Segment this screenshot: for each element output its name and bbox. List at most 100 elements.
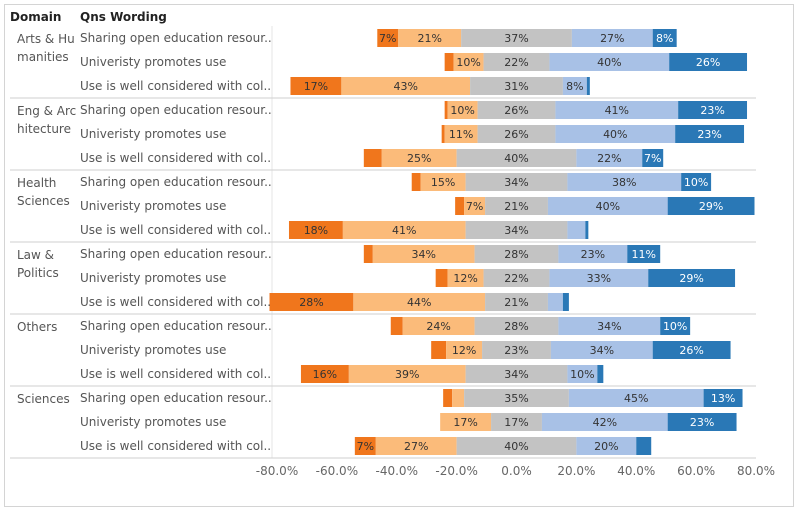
x-tick-label: 40.0%: [617, 464, 655, 478]
bar-data-label: 10%: [570, 368, 594, 381]
bar-data-label: 10%: [450, 104, 474, 117]
question-label: Sharing open education resour..: [80, 247, 272, 261]
bar-segment-strongly-agree: [636, 437, 652, 455]
bar-segment-disagree: [402, 317, 475, 335]
bar-segment-strongly-disagree: [455, 197, 465, 215]
bar-segment-agree: [541, 413, 668, 431]
bar-segment-strongly-disagree: [443, 389, 453, 407]
x-tick-label: -20.0%: [435, 464, 477, 478]
question-label: Sharing open education resour..: [80, 391, 272, 405]
chart-frame: [4, 4, 794, 507]
chart-grid: [10, 26, 756, 458]
bar-data-label: 17%: [304, 80, 328, 93]
bar-data-label: 37%: [504, 32, 528, 45]
bar-data-label: 41%: [392, 224, 416, 237]
x-tick-label: 0.0%: [501, 464, 532, 478]
bar-segment-disagree: [348, 365, 466, 383]
bar-data-label: 21%: [417, 32, 441, 45]
bar-segment-agree: [549, 269, 649, 287]
bar-segment-strongly-agree: [597, 365, 604, 383]
question-label: Sharing open education resour..: [80, 31, 272, 45]
bar-segment-neutral: [465, 365, 568, 383]
bar-segment-strongly-agree: [585, 221, 589, 239]
bar-data-label: 34%: [504, 176, 528, 189]
bar-segment-agree: [567, 365, 598, 383]
bar-data-label: 40%: [603, 128, 627, 141]
bar-data-label: 42%: [593, 416, 617, 429]
x-tick-label: 60.0%: [677, 464, 715, 478]
bar-segment-neutral: [456, 149, 577, 167]
bar-data-label: 27%: [600, 32, 624, 45]
bar-segment-strongly-disagree: [300, 365, 349, 383]
bar-data-label: 7%: [644, 152, 661, 165]
chart-bars: 7% 21% 37% 27% 8% 10% 22% 40% 26% 17% 43% 31% 8% 10% 2…: [269, 29, 755, 455]
question-label: Univeristy promotes use: [80, 127, 226, 141]
bar-segment-neutral: [483, 269, 550, 287]
domain-column-header: Domain: [10, 10, 61, 24]
x-tick-label: 80.0%: [737, 464, 775, 478]
bar-data-label: 11%: [449, 128, 473, 141]
bar-data-label: 8%: [656, 32, 673, 45]
bar-data-label: 12%: [452, 344, 476, 357]
bar-segment-disagree: [452, 389, 465, 407]
bar-segment-disagree: [444, 125, 478, 143]
bar-data-label: 34%: [411, 248, 435, 261]
bar-segment-disagree: [375, 437, 457, 455]
bar-data-label: 10%: [663, 320, 687, 333]
bar-segment-strongly-disagree: [431, 341, 447, 359]
bar-segment-strongly-disagree: [377, 29, 399, 47]
bar-segment-strongly-agree: [678, 101, 748, 119]
bar-segment-disagree: [353, 293, 486, 311]
question-label: Sharing open education resour..: [80, 103, 272, 117]
bar-segment-strongly-agree: [627, 245, 661, 263]
x-tick-label: 20.0%: [557, 464, 595, 478]
question-label: Sharing open education resour..: [80, 319, 272, 333]
bar-data-label: 26%: [504, 128, 528, 141]
bar-segment-strongly-disagree: [363, 149, 382, 167]
bar-segment-strongly-disagree: [390, 317, 403, 335]
bar-data-label: 22%: [504, 272, 528, 285]
bar-data-label: 40%: [504, 440, 528, 453]
bar-segment-agree: [549, 53, 670, 71]
bar-data-label: 21%: [504, 296, 528, 309]
bar-segment-agree: [547, 293, 563, 311]
bar-segment-strongly-disagree: [444, 53, 454, 71]
bar-segment-agree: [576, 149, 643, 167]
bar-data-label: 16%: [313, 368, 337, 381]
bar-data-label: 22%: [597, 152, 621, 165]
domain-label: Law & Politics: [17, 248, 59, 280]
bar-segment-neutral: [474, 245, 559, 263]
bar-segment-disagree: [464, 197, 486, 215]
bar-data-label: 12%: [453, 272, 477, 285]
bar-segment-agree: [555, 125, 676, 143]
bar-segment-neutral: [465, 221, 568, 239]
bar-segment-strongly-agree: [652, 29, 677, 47]
domain-label: Health Sciences: [17, 176, 70, 208]
bar-segment-strongly-agree: [586, 77, 590, 95]
bar-data-label: 34%: [590, 344, 614, 357]
bar-segment-agree: [550, 341, 653, 359]
bar-segment-strongly-disagree: [363, 245, 373, 263]
bar-data-label: 39%: [395, 368, 419, 381]
bar-segment-disagree: [447, 269, 484, 287]
domain-label: Arts & Hu manities: [17, 32, 75, 64]
bar-segment-neutral: [485, 293, 548, 311]
bar-segment-strongly-disagree: [269, 293, 354, 311]
bar-data-label: 10%: [456, 56, 480, 69]
bar-segment-strongly-disagree: [444, 101, 448, 119]
bar-data-label: 40%: [597, 56, 621, 69]
bar-data-label: 28%: [504, 248, 528, 261]
question-label: Univeristy promotes use: [80, 55, 226, 69]
bar-data-label: 38%: [612, 176, 636, 189]
bar-segment-agree: [568, 389, 704, 407]
bar-data-label: 41%: [605, 104, 629, 117]
bar-data-label: 43%: [394, 80, 418, 93]
question-label: Use is well considered with col..: [80, 223, 271, 237]
domain-label: Sciences: [17, 392, 70, 406]
bar-segment-neutral: [483, 53, 550, 71]
bar-data-label: 23%: [697, 128, 721, 141]
bar-data-label: 23%: [690, 416, 714, 429]
bar-segment-strongly-agree: [667, 197, 755, 215]
row-labels: Arts & Hu manities Sharing open education …: [17, 31, 272, 453]
bar-data-label: 22%: [504, 56, 528, 69]
